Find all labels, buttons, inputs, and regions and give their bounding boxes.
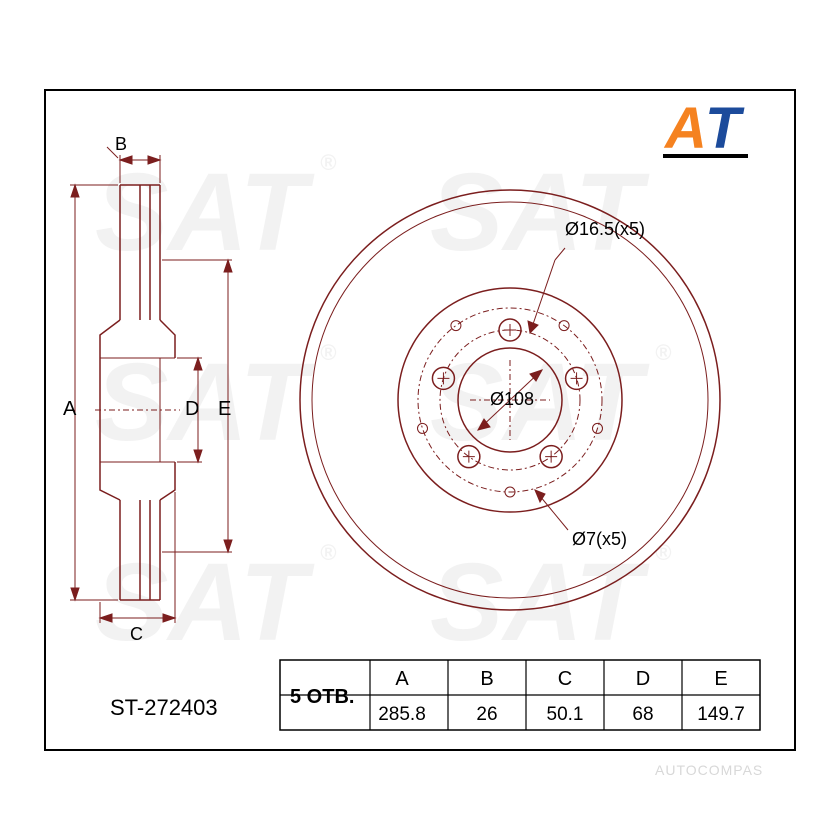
svg-text:®: ® xyxy=(320,150,337,175)
table-col-E: E xyxy=(714,668,727,690)
callout-bolt-hole: Ø16.5(x5) xyxy=(565,219,645,239)
table-header-left: 5 ОТВ. xyxy=(290,686,354,708)
dim-label-C: C xyxy=(130,624,143,644)
svg-text:SAT: SAT xyxy=(95,341,315,464)
table-val-C: 50.1 xyxy=(547,704,584,725)
dim-label-A: A xyxy=(63,398,77,420)
svg-text:SAT: SAT xyxy=(430,341,650,464)
svg-text:T: T xyxy=(705,96,745,161)
drawing-svg: SAT SAT SAT SAT SAT SAT ® ® ® ® ® A T xyxy=(0,0,839,839)
svg-text:®: ® xyxy=(320,340,337,365)
part-number: ST-272403 xyxy=(110,695,218,720)
table-val-B: 26 xyxy=(476,704,497,725)
table-col-C: C xyxy=(558,668,572,690)
table-col-D: D xyxy=(636,668,650,690)
svg-text:SAT: SAT xyxy=(95,541,315,664)
callout-small-hole: Ø7(x5) xyxy=(572,529,627,549)
page-root: { "canvas": { "w": 839, "h": 839, "bg": … xyxy=(0,0,839,839)
svg-text:SAT: SAT xyxy=(95,151,315,274)
footer-watermark: AUTOCOMPAS xyxy=(655,762,763,778)
table-val-D: 68 xyxy=(632,704,653,725)
table-col-A: A xyxy=(395,668,409,690)
small-hole xyxy=(418,423,428,433)
dim-label-B: B xyxy=(115,134,127,154)
table-val-E: 149.7 xyxy=(697,704,745,725)
svg-text:®: ® xyxy=(320,540,337,565)
table-val-A: 285.8 xyxy=(378,704,426,725)
svg-text:SAT: SAT xyxy=(430,541,650,664)
dim-label-E: E xyxy=(218,398,231,420)
spec-table: 5 ОТВ. A B C D E 285.8 26 50.1 68 149.7 xyxy=(280,660,760,730)
table-col-B: B xyxy=(480,668,493,690)
svg-text:SAT: SAT xyxy=(430,151,650,274)
dim-label-D: D xyxy=(185,398,199,420)
callout-center: Ø108 xyxy=(490,389,534,409)
small-hole xyxy=(451,321,461,331)
svg-text:®: ® xyxy=(655,340,672,365)
logo-at: A T xyxy=(663,96,748,161)
svg-text:A: A xyxy=(663,96,707,161)
